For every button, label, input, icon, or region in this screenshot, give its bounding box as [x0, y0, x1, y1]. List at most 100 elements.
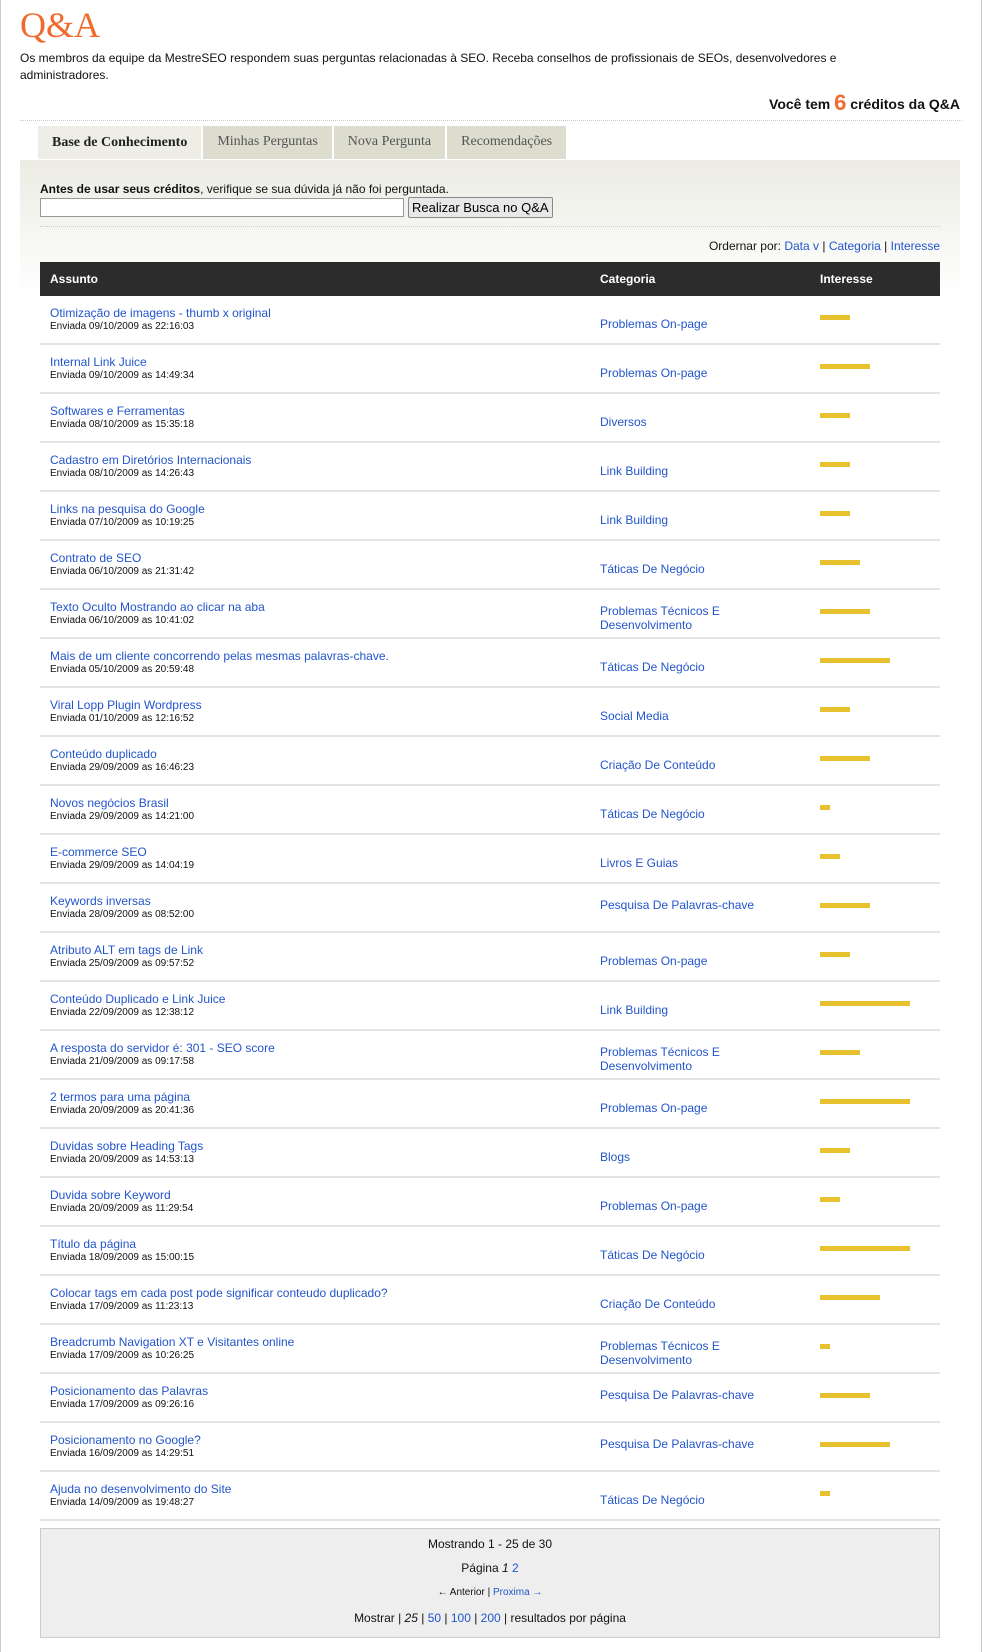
question-date: Enviada 06/10/2009 as 10:41:02 [50, 615, 195, 626]
interest-bar [820, 364, 870, 369]
question-date: Enviada 29/09/2009 as 14:04:19 [50, 860, 195, 871]
question-link[interactable]: Novos negócios Brasil [50, 796, 169, 810]
question-link[interactable]: Atributo ALT em tags de Link [50, 943, 203, 957]
question-link[interactable]: Viral Lopp Plugin Wordpress [50, 698, 202, 712]
category-link[interactable]: Problemas Técnicos E Desenvolvimento [600, 1339, 720, 1367]
table-row: Internal Link Juice Enviada 09/10/2009 a… [40, 345, 940, 394]
sort-by-category[interactable]: Categoria [828, 239, 881, 253]
question-link[interactable]: Título da página [50, 1237, 137, 1251]
question-link[interactable]: Posicionamento das Palavras [50, 1384, 209, 1398]
category-link[interactable]: Link Building [600, 513, 669, 527]
interest-bar [820, 1001, 910, 1006]
category-link[interactable]: Problemas On-page [600, 366, 708, 380]
search-button[interactable]: Realizar Busca no Q&A [408, 197, 553, 218]
search-input[interactable] [40, 198, 404, 217]
table-row: Mais de um cliente concorrendo pelas mes… [40, 639, 940, 688]
category-link[interactable]: Blogs [600, 1150, 631, 1164]
category-link[interactable]: Táticas De Negócio [600, 807, 705, 821]
page-size-label: Mostrar | [354, 1611, 402, 1625]
question-date: Enviada 01/10/2009 as 12:16:52 [50, 713, 195, 724]
category-link[interactable]: Táticas De Negócio [600, 1248, 705, 1262]
question-link[interactable]: Softwares e Ferramentas [50, 404, 185, 418]
page-size-100[interactable]: 100 [450, 1611, 471, 1625]
category-link[interactable]: Pesquisa De Palavras-chave [600, 1437, 755, 1451]
question-date: Enviada 17/09/2009 as 11:23:13 [50, 1301, 194, 1312]
tab-bar: Base de Conhecimento Minhas Perguntas No… [38, 126, 567, 159]
question-link[interactable]: Breadcrumb Navigation XT e Visitantes on… [50, 1335, 295, 1349]
table-row: 2 termos para uma página Enviada 20/09/2… [40, 1080, 940, 1129]
question-date: Enviada 21/09/2009 as 09:17:58 [50, 1056, 195, 1067]
interest-bar [820, 1246, 910, 1251]
category-link[interactable]: Link Building [600, 464, 669, 478]
question-link[interactable]: Keywords inversas [50, 894, 151, 908]
question-date: Enviada 08/10/2009 as 15:35:18 [50, 419, 195, 430]
question-link[interactable]: Conteúdo Duplicado e Link Juice [50, 992, 226, 1006]
category-link[interactable]: Problemas On-page [600, 1101, 708, 1115]
page-size-suffix: | resultados por página [504, 1611, 626, 1625]
question-link[interactable]: Cadastro em Diretórios Internacionais [50, 453, 252, 467]
category-link[interactable]: Problemas On-page [600, 1199, 708, 1213]
table-row: Duvida sobre Keyword Enviada 20/09/2009 … [40, 1178, 940, 1227]
question-link[interactable]: Internal Link Juice [50, 355, 147, 369]
category-link[interactable]: Problemas Técnicos E Desenvolvimento [600, 604, 720, 632]
question-link[interactable]: A resposta do servidor é: 301 - SEO scor… [50, 1041, 275, 1055]
question-link[interactable]: Ajuda no desenvolvimento do Site [50, 1482, 232, 1496]
table-row: Atributo ALT em tags de Link Enviada 25/… [40, 933, 940, 982]
category-link[interactable]: Pesquisa De Palavras-chave [600, 898, 755, 912]
page-size-200[interactable]: 200 [480, 1611, 501, 1625]
prev-link: ← Anterior [437, 1587, 485, 1598]
question-link[interactable]: Links na pesquisa do Google [50, 502, 205, 516]
tab-base-de-conhecimento[interactable]: Base de Conhecimento [38, 126, 202, 159]
category-link[interactable]: Criação De Conteúdo [600, 1297, 716, 1311]
category-link[interactable]: Diversos [600, 415, 647, 429]
interest-bar [820, 1197, 840, 1202]
sort-label: Ordernar por: [708, 239, 781, 253]
sort-by-date[interactable]: Data v [784, 239, 820, 253]
interest-bar [820, 1393, 870, 1398]
category-link[interactable]: Criação De Conteúdo [600, 758, 716, 772]
question-link[interactable]: E-commerce SEO [50, 845, 147, 859]
category-link[interactable]: Táticas De Negócio [600, 1493, 705, 1507]
tab-minhas-perguntas[interactable]: Minhas Perguntas [203, 126, 332, 159]
next-link[interactable]: Proxima → [492, 1587, 543, 1598]
search-label-rest: , verifique se sua dúvida já não foi per… [200, 182, 449, 196]
category-link[interactable]: Link Building [600, 1003, 669, 1017]
question-link[interactable]: Colocar tags em cada post pode significa… [50, 1286, 388, 1300]
question-link[interactable]: Otimização de imagens - thumb x original [50, 306, 271, 320]
category-link[interactable]: Pesquisa De Palavras-chave [600, 1388, 755, 1402]
question-link[interactable]: Conteúdo duplicado [50, 747, 157, 761]
interest-bar [820, 511, 850, 516]
category-link[interactable]: Táticas De Negócio [600, 660, 705, 674]
category-link[interactable]: Problemas On-page [600, 954, 708, 968]
tab-nova-pergunta[interactable]: Nova Pergunta [333, 126, 446, 159]
question-link[interactable]: Duvidas sobre Heading Tags [50, 1139, 204, 1153]
table-header: Assunto Categoria Interesse [40, 262, 940, 296]
interest-bar [820, 658, 890, 663]
table-row: E-commerce SEO Enviada 29/09/2009 as 14:… [40, 835, 940, 884]
category-link[interactable]: Problemas Técnicos E Desenvolvimento [600, 1045, 720, 1073]
category-link[interactable]: Problemas On-page [600, 317, 708, 331]
category-link[interactable]: Livros E Guias [600, 856, 679, 870]
table-row: Contrato de SEO Enviada 06/10/2009 as 21… [40, 541, 940, 590]
column-assunto: Assunto [50, 272, 98, 286]
credits-count: 6 [834, 90, 847, 115]
question-link[interactable]: 2 termos para uma página [50, 1090, 191, 1104]
category-link[interactable]: Táticas De Negócio [600, 562, 705, 576]
question-link[interactable]: Posicionamento no Google? [50, 1433, 201, 1447]
question-link[interactable]: Contrato de SEO [50, 551, 142, 565]
table-row: Ajuda no desenvolvimento do Site Enviada… [40, 1472, 940, 1521]
question-link[interactable]: Duvida sobre Keyword [50, 1188, 171, 1202]
question-link[interactable]: Mais de um cliente concorrendo pelas mes… [50, 649, 389, 663]
page-2-link[interactable]: 2 [512, 1561, 519, 1575]
sort-by-interest[interactable]: Interesse [890, 239, 940, 253]
interest-bar [820, 805, 830, 810]
divider [40, 226, 940, 227]
question-date: Enviada 06/10/2009 as 21:31:42 [50, 566, 195, 577]
question-link[interactable]: Texto Oculto Mostrando ao clicar na aba [50, 600, 265, 614]
page-size-50[interactable]: 50 [427, 1611, 442, 1625]
category-link[interactable]: Social Media [600, 709, 669, 723]
tab-recomendacoes[interactable]: Recomendações [447, 126, 567, 159]
table-row: A resposta do servidor é: 301 - SEO scor… [40, 1031, 940, 1080]
interest-bar [820, 609, 870, 614]
interest-bar [820, 1295, 880, 1300]
